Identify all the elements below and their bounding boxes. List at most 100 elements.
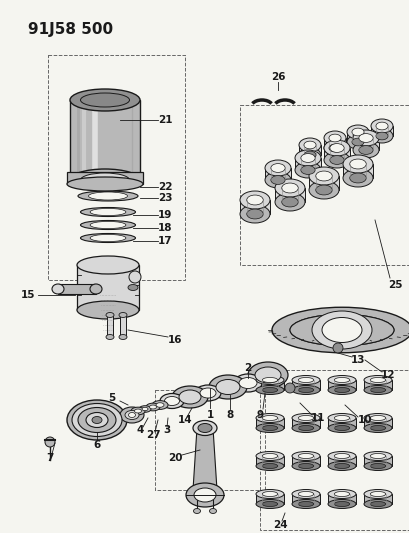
Ellipse shape: [92, 416, 102, 424]
Bar: [255, 380, 283, 390]
Ellipse shape: [375, 132, 387, 140]
Ellipse shape: [369, 416, 385, 421]
Ellipse shape: [369, 454, 385, 458]
Ellipse shape: [78, 285, 88, 290]
Text: 6: 6: [93, 440, 100, 450]
Ellipse shape: [142, 407, 148, 411]
Ellipse shape: [264, 172, 290, 188]
Ellipse shape: [369, 387, 385, 392]
Ellipse shape: [274, 179, 304, 197]
Ellipse shape: [90, 221, 126, 229]
Ellipse shape: [329, 143, 343, 152]
Bar: [155, 390, 264, 490]
Text: 10: 10: [357, 415, 371, 425]
Text: 7: 7: [46, 453, 54, 463]
Circle shape: [332, 343, 342, 353]
Ellipse shape: [255, 376, 283, 384]
Ellipse shape: [146, 403, 160, 411]
Ellipse shape: [303, 141, 315, 149]
Ellipse shape: [328, 134, 340, 142]
Ellipse shape: [327, 414, 355, 423]
Ellipse shape: [255, 489, 283, 498]
Ellipse shape: [255, 414, 283, 423]
Ellipse shape: [298, 454, 313, 458]
Ellipse shape: [80, 207, 135, 216]
Ellipse shape: [193, 508, 200, 513]
Bar: [327, 380, 355, 390]
Bar: [67, 172, 143, 184]
Bar: [298, 145, 320, 155]
Ellipse shape: [333, 377, 349, 383]
Ellipse shape: [294, 150, 320, 166]
Ellipse shape: [186, 483, 223, 507]
Ellipse shape: [327, 376, 355, 384]
Text: 16: 16: [167, 335, 182, 345]
Ellipse shape: [289, 314, 393, 345]
Ellipse shape: [333, 502, 349, 506]
Ellipse shape: [246, 195, 263, 205]
Ellipse shape: [342, 169, 372, 187]
Ellipse shape: [106, 312, 114, 318]
Ellipse shape: [70, 89, 139, 111]
Text: 1: 1: [206, 410, 213, 420]
Bar: [291, 456, 319, 466]
Ellipse shape: [346, 125, 368, 139]
Bar: [120, 315, 126, 337]
Ellipse shape: [342, 155, 372, 173]
Ellipse shape: [270, 164, 284, 172]
Ellipse shape: [77, 301, 139, 319]
Ellipse shape: [298, 464, 313, 469]
Ellipse shape: [262, 454, 277, 458]
Ellipse shape: [72, 403, 122, 437]
Ellipse shape: [149, 405, 156, 409]
Ellipse shape: [323, 140, 349, 156]
Bar: [274, 188, 304, 202]
Ellipse shape: [333, 454, 349, 458]
Bar: [363, 456, 391, 466]
Ellipse shape: [298, 491, 313, 497]
Ellipse shape: [333, 387, 349, 392]
Circle shape: [284, 383, 294, 393]
Ellipse shape: [262, 464, 277, 469]
Bar: [58, 284, 96, 294]
Bar: [363, 418, 391, 428]
Ellipse shape: [327, 451, 355, 461]
Ellipse shape: [234, 374, 261, 392]
Ellipse shape: [298, 138, 320, 152]
Ellipse shape: [300, 154, 315, 163]
Ellipse shape: [131, 407, 145, 415]
Text: 14: 14: [177, 415, 192, 425]
Ellipse shape: [327, 499, 355, 508]
Ellipse shape: [80, 93, 129, 107]
Ellipse shape: [274, 193, 304, 211]
Ellipse shape: [294, 162, 320, 178]
Ellipse shape: [86, 413, 108, 427]
Ellipse shape: [315, 185, 331, 195]
Ellipse shape: [369, 377, 385, 383]
Text: 24: 24: [272, 520, 287, 530]
Ellipse shape: [363, 462, 391, 471]
Ellipse shape: [195, 385, 220, 401]
Bar: [291, 418, 319, 428]
Text: 3: 3: [163, 425, 170, 435]
Ellipse shape: [291, 376, 319, 384]
Bar: [342, 164, 372, 178]
Ellipse shape: [172, 386, 207, 408]
Ellipse shape: [375, 122, 387, 130]
Ellipse shape: [239, 205, 270, 223]
Bar: [308, 176, 338, 190]
Ellipse shape: [78, 191, 138, 201]
Ellipse shape: [369, 502, 385, 506]
Ellipse shape: [255, 499, 283, 508]
Ellipse shape: [90, 284, 102, 294]
Ellipse shape: [262, 425, 277, 431]
Ellipse shape: [160, 393, 184, 408]
Text: 11: 11: [310, 413, 324, 423]
Ellipse shape: [106, 335, 114, 340]
Bar: [291, 494, 319, 504]
Ellipse shape: [363, 424, 391, 432]
Ellipse shape: [329, 156, 343, 164]
Ellipse shape: [70, 169, 139, 191]
Ellipse shape: [311, 311, 371, 349]
Bar: [323, 138, 345, 148]
